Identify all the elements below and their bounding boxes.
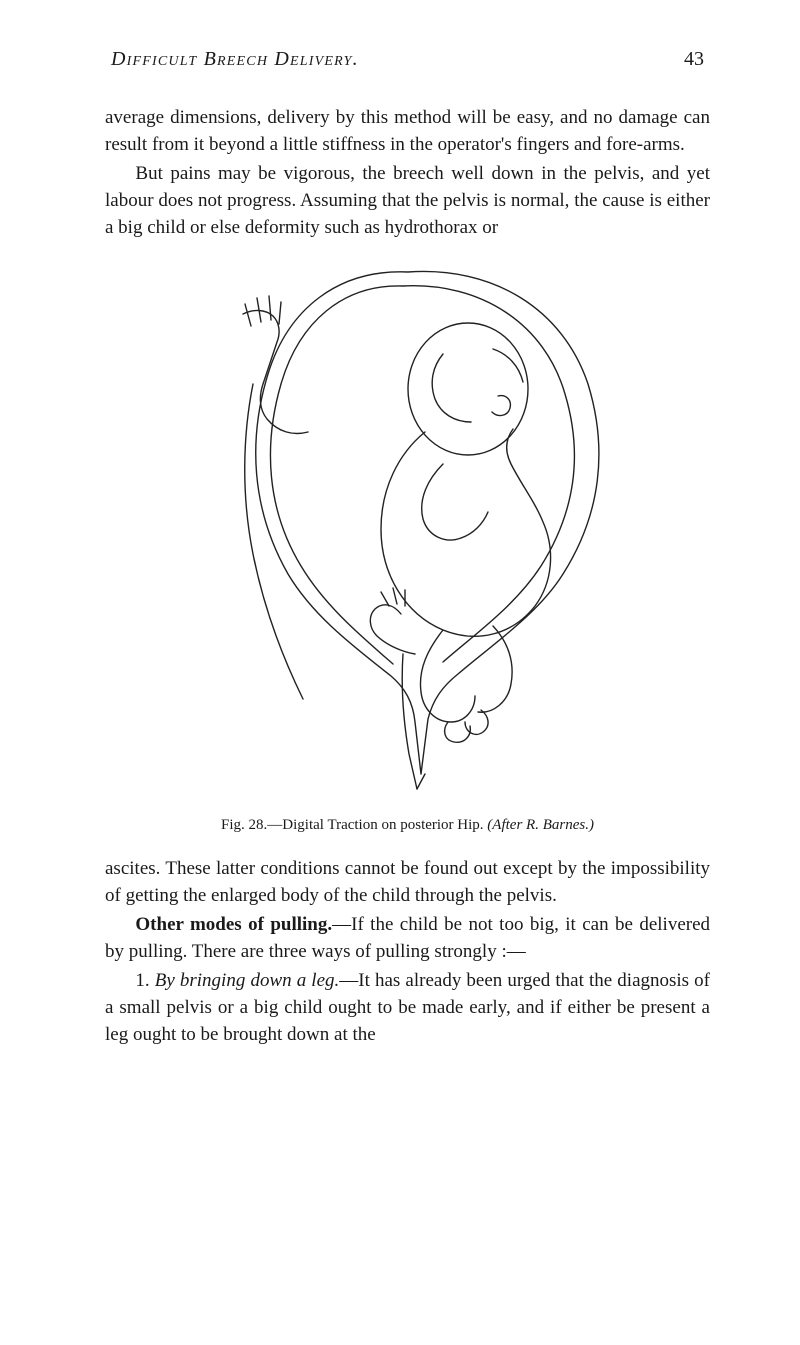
figure bbox=[105, 254, 710, 799]
running-title: Difficult Breech Delivery. bbox=[111, 48, 359, 71]
figure-svg bbox=[193, 254, 623, 794]
figure-caption-citation: (After R. Barnes.) bbox=[487, 817, 594, 833]
paragraph-2: But pains may be vigorous, the breech we… bbox=[105, 161, 710, 242]
paragraph-4: Other modes of pulling.—If the child be … bbox=[105, 912, 710, 966]
paragraph-5-lead: By bringing down a leg. bbox=[155, 970, 340, 991]
paragraph-5: 1. By bringing down a leg.—It has alread… bbox=[105, 968, 710, 1049]
paragraph-4-heading: Other modes of pulling. bbox=[135, 914, 332, 935]
page: Difficult Breech Delivery. 43 average di… bbox=[0, 0, 800, 1345]
paragraph-3: ascites. These latter conditions cannot … bbox=[105, 856, 710, 910]
figure-caption: Fig. 28.—Digital Traction on posterior H… bbox=[105, 817, 710, 834]
body-text-block-2: ascites. These latter conditions cannot … bbox=[105, 856, 710, 1049]
running-head: Difficult Breech Delivery. 43 bbox=[105, 48, 710, 71]
paragraph-5-number: 1. bbox=[135, 970, 154, 991]
paragraph-1: average dimensions, delivery by this met… bbox=[105, 105, 710, 159]
figure-caption-label: Fig. 28.—Digital Traction on posterior H… bbox=[221, 817, 487, 833]
body-text-block-1: average dimensions, delivery by this met… bbox=[105, 105, 710, 242]
page-number: 43 bbox=[684, 48, 704, 71]
